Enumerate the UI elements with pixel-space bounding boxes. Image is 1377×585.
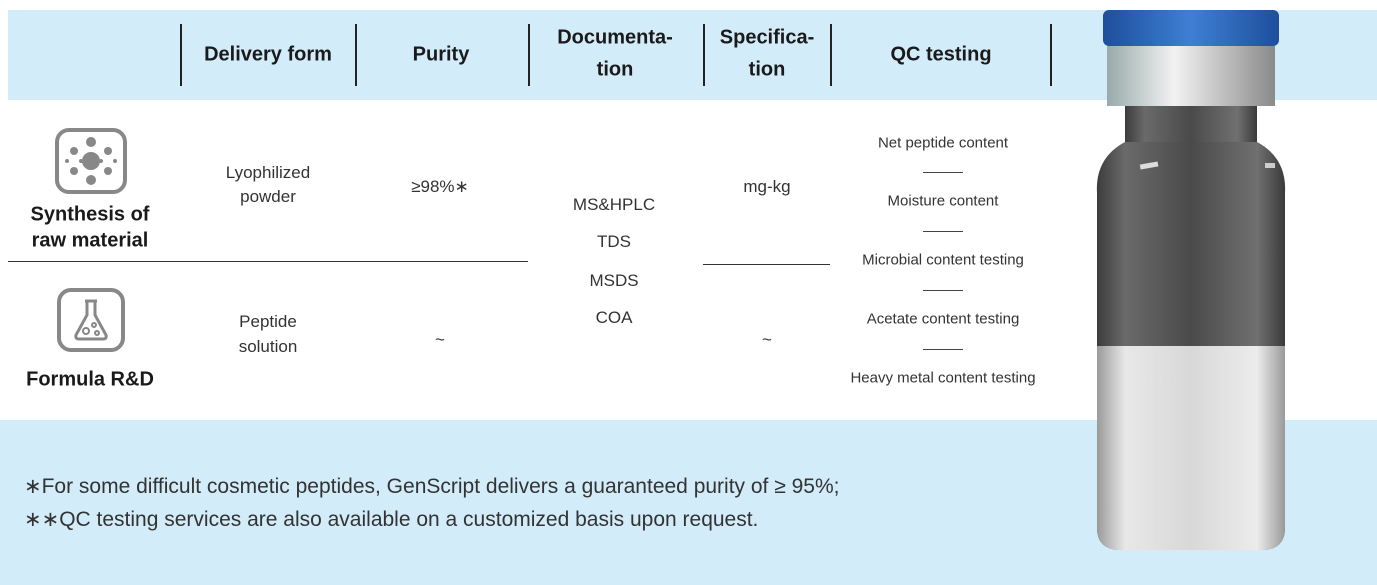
header-cell: QC testing xyxy=(890,43,992,66)
separator xyxy=(528,24,530,86)
qc-divider xyxy=(923,172,963,173)
row-label: Synthesis of xyxy=(30,203,150,226)
row-label: raw material xyxy=(31,229,149,252)
footnote: ∗For some difficult cosmetic peptides, G… xyxy=(24,475,840,498)
footnote: ∗∗QC testing services are also available… xyxy=(24,508,759,531)
header-cell: tion xyxy=(748,58,786,81)
cell: powder xyxy=(240,187,296,206)
header-cell: Documenta- xyxy=(557,26,673,49)
row-divider xyxy=(703,264,830,266)
cell: ≥98%∗ xyxy=(411,177,469,196)
separator xyxy=(703,24,705,86)
cell: solution xyxy=(238,337,298,356)
cell: COA xyxy=(595,308,633,327)
qc-divider xyxy=(923,290,963,291)
qc-item: Net peptide content xyxy=(877,134,1009,152)
header-cell: Specifica- xyxy=(719,26,815,49)
qc-divider xyxy=(923,349,963,350)
cell: Lyophilized xyxy=(225,163,311,182)
qc-divider xyxy=(923,231,963,232)
cell: mg-kg xyxy=(743,177,791,196)
header-cell: Delivery form xyxy=(204,43,332,66)
separator xyxy=(1050,24,1052,86)
header-cell: Purity xyxy=(412,43,470,66)
cell: MS&HPLC xyxy=(572,195,656,214)
row-divider xyxy=(8,261,528,263)
separator xyxy=(830,24,832,86)
separator xyxy=(180,24,182,86)
header-cell: tion xyxy=(596,58,634,81)
separator xyxy=(355,24,357,86)
vial-illustration xyxy=(1096,10,1286,550)
cell: MSDS xyxy=(589,271,639,290)
cell: ~ xyxy=(762,330,772,349)
row-label: Formula R&D xyxy=(26,368,154,391)
cell: Peptide xyxy=(239,312,297,331)
cell: TDS xyxy=(597,232,631,251)
qc-item: Heavy metal content testing xyxy=(850,369,1036,387)
synthesis-icon xyxy=(55,128,127,194)
qc-item: Moisture content xyxy=(887,192,999,210)
formula-icon xyxy=(57,288,125,352)
qc-item: Microbial content testing xyxy=(862,251,1024,269)
qc-item: Acetate content testing xyxy=(866,310,1020,328)
cell: ~ xyxy=(435,330,445,349)
